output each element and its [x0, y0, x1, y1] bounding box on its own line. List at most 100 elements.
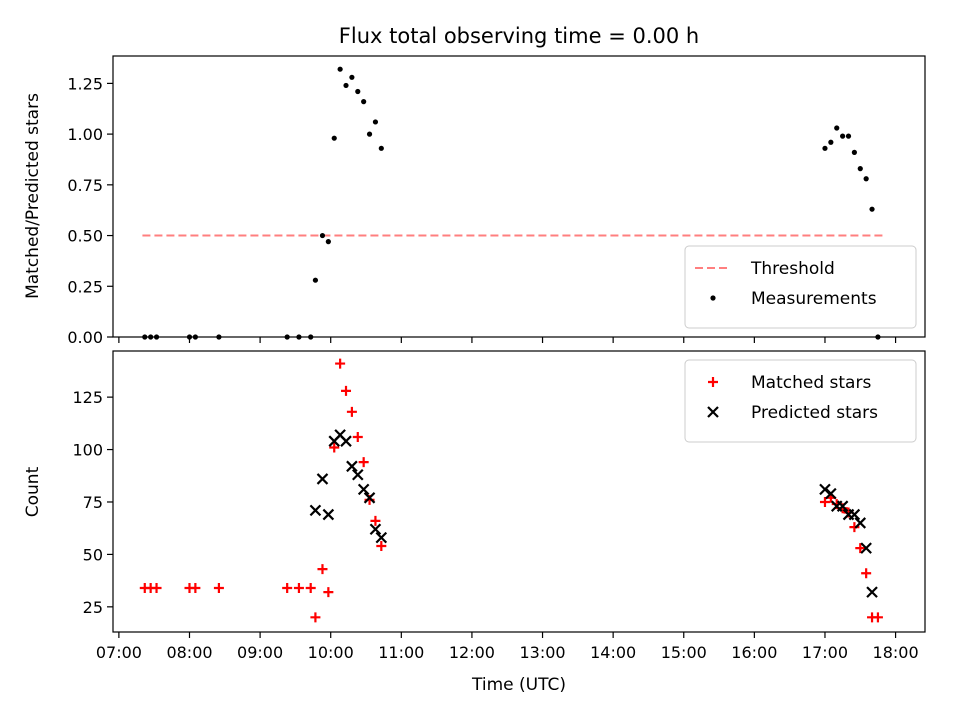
- top-plot-area: 0.00 0.25 0.50 0.75 1.00 1.25 Threshold Measure…: [67, 55, 926, 347]
- matched-star-point-17: [358, 457, 369, 468]
- measurement-point-18: [366, 131, 373, 137]
- predicted-star-point-legend: [707, 406, 719, 418]
- legend-label-matched-stars: Matched stars: [751, 373, 871, 393]
- legend-marker-swatch-1: [707, 406, 719, 418]
- top-ytick-label-2: 0.50: [67, 227, 103, 246]
- matched-star-point-6: [282, 582, 293, 593]
- matched-star-point-legend: [708, 377, 718, 387]
- predicted-star-point-13: [825, 487, 837, 500]
- predicted-star-point-19: [860, 542, 872, 554]
- measurement-point-24: [840, 133, 846, 139]
- bottom-xtick-label-11: 18:00: [873, 643, 919, 662]
- measurement-point-7: [296, 334, 302, 340]
- bottom-xtick-label-3: 10:00: [308, 643, 354, 662]
- predicted-star-point-2: [322, 508, 335, 521]
- bottom-ytick-label-3: 100: [72, 441, 103, 460]
- matched-star-point-28: [861, 568, 872, 579]
- measurement-point-14: [343, 82, 349, 89]
- bottom-xtick-label-8: 15:00: [661, 643, 707, 662]
- matched-star-point-16: [352, 431, 363, 442]
- top-legend-box: [684, 245, 917, 329]
- bottom-chart-ylabel: Count: [23, 466, 43, 517]
- top-ytick-label-1: 0.25: [67, 277, 103, 296]
- measurement-point-17: [361, 99, 367, 105]
- measurement-point-25: [845, 133, 852, 139]
- legend-label-predicted-stars: Predicted stars: [751, 403, 878, 423]
- measurement-point-6: [284, 334, 290, 340]
- measurement-point-26: [851, 149, 857, 155]
- measurement-point-12: [331, 135, 337, 141]
- measurement-point-13: [337, 66, 343, 72]
- matched-star-point-19: [370, 515, 381, 526]
- bottom-ytick-label-4: 125: [72, 388, 103, 407]
- matched-star-point-13: [335, 358, 346, 369]
- measurement-point-2: [153, 334, 160, 340]
- bottom-ytick-label-1: 50: [83, 545, 103, 564]
- matched-star-point-20: [376, 541, 387, 552]
- top-ytick-label-5: 1.25: [67, 74, 103, 93]
- measurement-point-16: [355, 88, 361, 95]
- bottom-xtick-label-2: 09:00: [237, 643, 283, 662]
- predicted-star-point-12: [819, 483, 831, 496]
- predicted-star-point-18: [854, 517, 867, 529]
- measurement-point-10: [319, 232, 326, 239]
- predicted-star-point-20: [866, 586, 878, 598]
- matched-star-point-11: [323, 587, 334, 598]
- predicted-star-point-11: [375, 531, 388, 544]
- measurement-point-legend: [710, 295, 716, 301]
- bottom-xtick-label-0: 07:00: [96, 643, 142, 662]
- matched-star-point-15: [346, 406, 357, 417]
- matched-star-point-26: [849, 522, 860, 533]
- bottom-ytick-label-2: 75: [83, 493, 103, 512]
- bottom-legend-box: [684, 359, 917, 443]
- matched-star-point-7: [293, 582, 304, 593]
- predicted-star-point-10: [369, 523, 382, 536]
- measurement-point-3: [186, 334, 193, 340]
- matched-star-point-21: [819, 496, 830, 507]
- predicted-star-point-15: [836, 500, 849, 512]
- top-ytick-label-4: 1.00: [67, 125, 103, 144]
- measurement-point-29: [869, 206, 875, 212]
- bottom-chart-xlabel: Time (UTC): [471, 675, 566, 695]
- measurement-point-4: [192, 334, 198, 340]
- bottom-xtick-label-5: 12:00: [449, 643, 495, 662]
- top-ytick-label-3: 0.75: [67, 176, 103, 195]
- legend-label-threshold: Threshold: [750, 259, 835, 279]
- predicted-star-point-9: [363, 492, 376, 504]
- matched-star-point-8: [305, 582, 316, 593]
- measurement-point-19: [372, 119, 379, 125]
- measurement-point-23: [834, 125, 840, 131]
- predicted-star-point-1: [316, 473, 329, 485]
- top-axes-frame: [112, 55, 926, 338]
- matched-star-point-2: [151, 582, 162, 593]
- bottom-xtick-label-1: 08:00: [166, 643, 212, 662]
- measurement-point-27: [857, 166, 863, 172]
- measurement-point-1: [148, 334, 154, 340]
- bottom-plot-area: 25 50 75 100 125 07:00 08:00 09:00 10:00 11:00 12:…: [72, 350, 926, 662]
- predicted-star-point-6: [346, 460, 358, 473]
- matched-star-point-27: [855, 543, 866, 554]
- measurement-point-8: [308, 334, 314, 340]
- measurement-point-30: [875, 334, 881, 340]
- measurement-point-0: [142, 334, 148, 340]
- matched-star-point-30: [872, 612, 883, 623]
- matched-star-point-12: [329, 442, 340, 453]
- bottom-legend: Matched stars Predicted stars: [684, 359, 917, 443]
- predicted-star-point-5: [340, 435, 352, 447]
- predicted-star-point-7: [351, 468, 364, 481]
- predicted-star-point-0: [309, 504, 322, 517]
- bottom-ytick-label-0: 25: [83, 598, 103, 617]
- top-chart-ylabel: Matched/Predicted stars: [23, 93, 43, 299]
- legend-marker-swatch-0: [708, 377, 718, 387]
- matched-star-point-14: [341, 385, 352, 396]
- measurement-point-20: [378, 145, 384, 151]
- measurement-point-28: [863, 176, 869, 182]
- matched-star-point-10: [317, 564, 328, 575]
- top-ytick-label-0: 0.00: [67, 328, 103, 347]
- predicted-star-point-8: [357, 483, 370, 496]
- legend-marker-swatch-1: [710, 295, 716, 301]
- matched-star-point-4: [190, 582, 201, 593]
- measurement-point-11: [325, 239, 331, 245]
- bottom-xtick-label-10: 17:00: [802, 643, 848, 662]
